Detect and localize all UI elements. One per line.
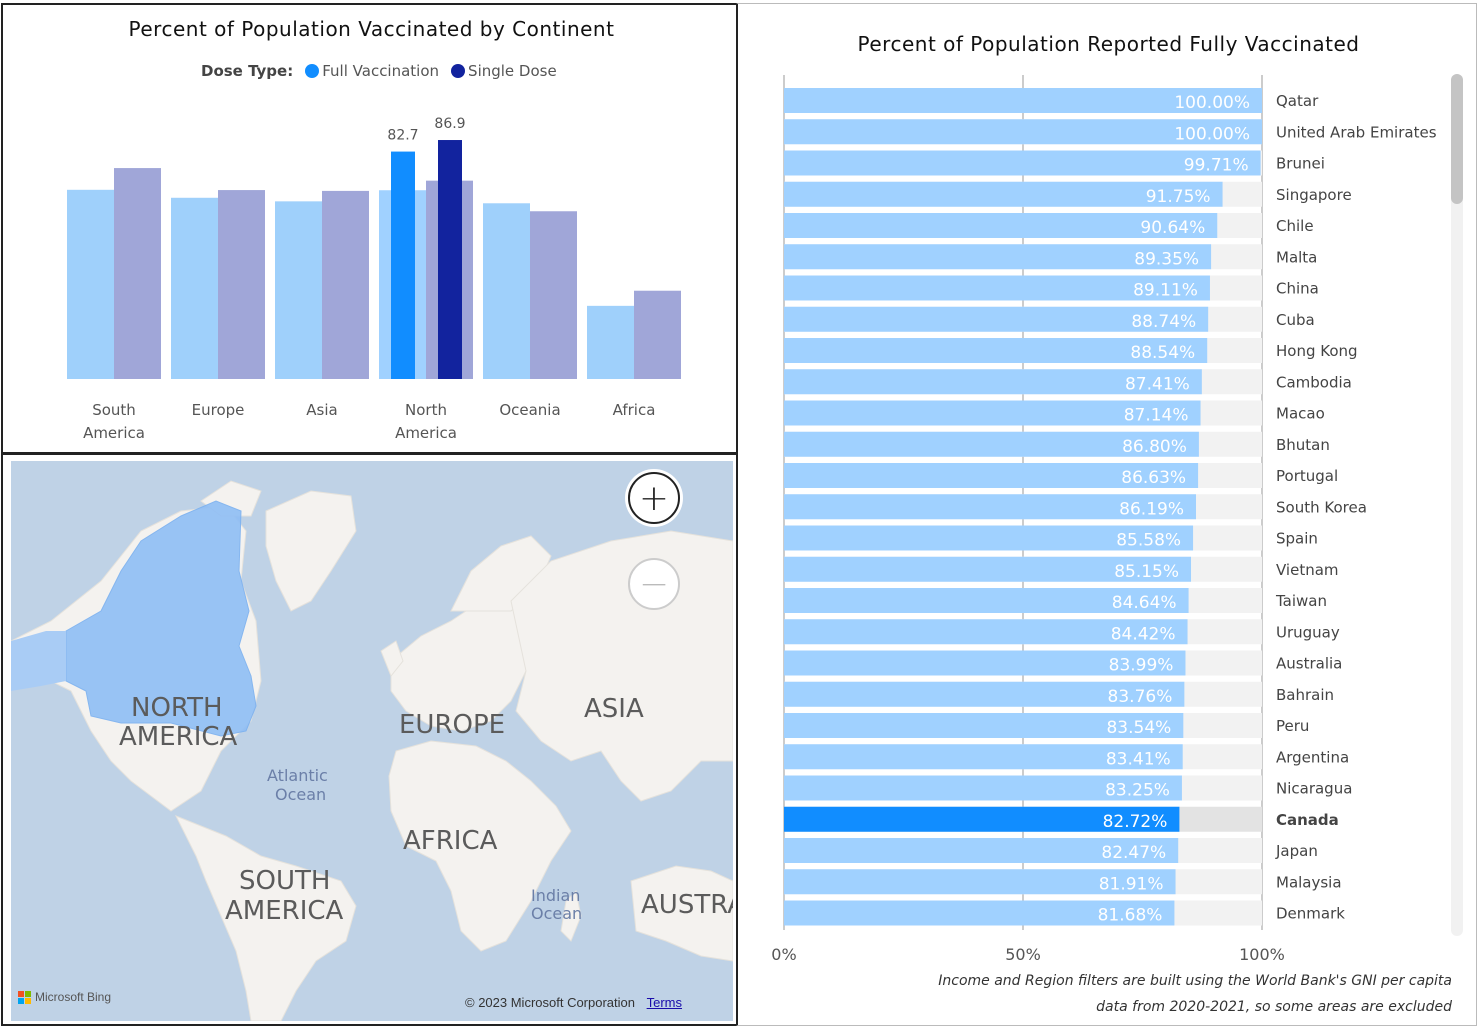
continent-chart-title: Percent of Population Vaccinated by Cont… (128, 17, 615, 41)
map-label-america: AMERICA (119, 722, 238, 752)
map-copyright: © 2023 Microsoft Corporation Terms (465, 995, 682, 1010)
legend-item-single-dose[interactable]: Single Dose (451, 62, 557, 80)
x-tick-label-3: America (395, 424, 457, 442)
zoom-in-button[interactable]: + (628, 472, 680, 524)
x-tick-label-3: North (405, 401, 447, 419)
map-label-africa: AFRICA (403, 826, 498, 856)
country-chart-panel: Percent of Population Reported Fully Vac… (736, 3, 1477, 1026)
continent-bar-chart: South America Europe Asia 82.7 86.9 North Ameri… (67, 116, 681, 442)
asia-land (510, 530, 733, 802)
copyright-text: © 2023 Microsoft Corporation (465, 995, 635, 1010)
zoom-out-button[interactable]: − (628, 558, 680, 610)
bing-provider-text: Microsoft Bing (35, 990, 112, 1004)
uk-land (380, 640, 404, 677)
north-america-highlight (65, 500, 257, 737)
footnote-line-1: Income and Region filters are built usin… (938, 973, 1452, 989)
data-label-3-1: 86.9 (434, 116, 465, 132)
map-label-europe: EUROPE (399, 710, 505, 740)
world-map[interactable]: NORTH AMERICA EUROPE ASIA AFRICA SOUTH A… (11, 461, 733, 1021)
x-tick-label-5: Africa (613, 401, 656, 419)
legend-text-single: Single Dose (468, 62, 557, 80)
map-label-atlantic: Atlantic (267, 766, 328, 785)
map-label-south: SOUTH (239, 866, 330, 896)
legend-item-full-vaccination[interactable]: Full Vaccination (305, 62, 439, 80)
map-label-indian-ocean: Ocean (531, 904, 582, 923)
country-chart-title: Percent of Population Reported Fully Vac… (857, 32, 1360, 56)
x-tick-label-4: Oceania (499, 401, 560, 419)
bar-single-dose-5 (634, 290, 681, 379)
x-tick-label-2: Asia (306, 401, 337, 419)
alaska-highlight (11, 631, 66, 691)
legend-text-full: Full Vaccination (322, 62, 440, 80)
x-tick-label-0: South (92, 401, 136, 419)
footnote-line-2: data from 2020-2021, so some areas are e… (1096, 999, 1452, 1015)
bar-full-vaccination-3 (391, 151, 415, 379)
bar-full-vaccination-4 (483, 203, 530, 379)
x-tick-label-0: America (83, 424, 145, 442)
map-label-south-america: AMERICA (225, 896, 344, 926)
south-america-land (174, 815, 357, 1021)
map-label-atlantic-ocean: Ocean (275, 785, 326, 804)
scrollbar-track[interactable] (1451, 74, 1463, 936)
bar-full-vaccination-1 (171, 197, 218, 379)
legend-dot-single-icon (451, 64, 466, 78)
madagascar-land (560, 889, 582, 942)
europe-land (390, 600, 532, 732)
continent-chart-panel: Percent of Population Vaccinated by Cont… (1, 3, 738, 454)
australia-land (630, 865, 733, 962)
map-label-north: NORTH (131, 693, 223, 723)
bar-single-dose-0 (114, 168, 161, 379)
bar-single-dose-4 (530, 211, 577, 379)
bar-full-vaccination-5 (587, 305, 634, 379)
bar-single-dose-1 (218, 190, 265, 379)
x-tick-label-1: Europe (192, 401, 245, 419)
map-label-asia: ASIA (584, 694, 644, 724)
bing-logo: Microsoft Bing (18, 990, 111, 1004)
greenland-land (265, 490, 357, 612)
africa-land (388, 740, 572, 952)
bar-full-vaccination-2 (275, 201, 322, 379)
legend-dot-full-icon (305, 64, 320, 78)
world-map-svg: NORTH AMERICA EUROPE ASIA AFRICA SOUTH A… (11, 480, 733, 1021)
microsoft-logo-icon (18, 990, 31, 1004)
map-label-indian: Indian (531, 886, 580, 905)
map-panel: NORTH AMERICA EUROPE ASIA AFRICA SOUTH A… (1, 453, 738, 1026)
terms-link[interactable]: Terms (646, 995, 683, 1010)
data-label-3-0: 82.7 (387, 128, 418, 144)
bar-single-dose-2 (322, 190, 369, 379)
scrollbar-thumb[interactable] (1451, 74, 1463, 204)
bar-full-vaccination-0 (67, 189, 114, 379)
dose-type-legend: Dose Type: Full Vaccination Single Dose (201, 62, 563, 80)
legend-label: Dose Type: (201, 62, 294, 80)
bar-single-dose-3 (438, 140, 462, 379)
